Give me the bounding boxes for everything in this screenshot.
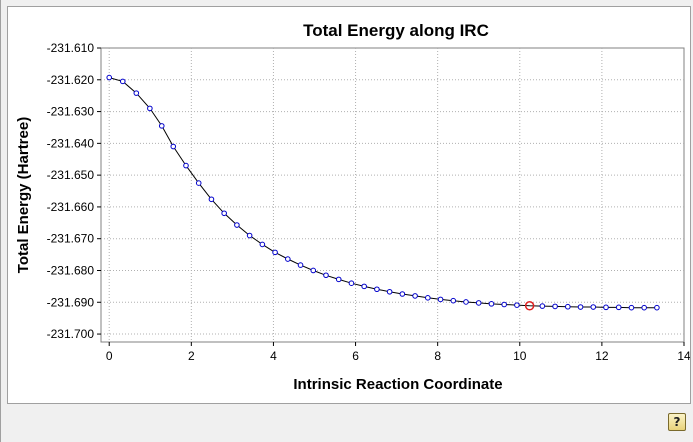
data-point[interactable] xyxy=(577,304,584,310)
data-point[interactable] xyxy=(147,105,153,112)
data-point[interactable] xyxy=(106,74,113,81)
x-tick-label: 10 xyxy=(513,349,527,363)
chart-panel: Total Energy along IRC -231.610 -231.620-… xyxy=(7,6,691,404)
data-point[interactable] xyxy=(158,123,165,129)
data-point[interactable] xyxy=(297,262,304,268)
data-point[interactable] xyxy=(272,249,278,256)
data-point[interactable] xyxy=(208,196,215,203)
data-point[interactable] xyxy=(285,256,291,262)
chart-title: Total Energy along IRC xyxy=(303,21,489,40)
irc-energy-chart: Total Energy along IRC -231.610-231.620-… xyxy=(15,21,691,393)
x-axis-label: Intrinsic Reaction Coordinate xyxy=(293,376,502,393)
y-tick-label: -231.610 xyxy=(47,41,95,55)
grid xyxy=(101,48,684,342)
x-tick-label: 0 xyxy=(106,349,113,363)
x-tick-label: 12 xyxy=(595,349,609,363)
x-tick-label: 8 xyxy=(434,349,441,363)
data-point[interactable] xyxy=(246,232,253,239)
data-point[interactable] xyxy=(310,267,317,274)
data-point[interactable] xyxy=(565,303,571,310)
y-tick-label: -231.690 xyxy=(47,295,95,309)
data-point[interactable] xyxy=(450,297,457,304)
data-point[interactable] xyxy=(119,78,126,85)
data-point[interactable] xyxy=(514,302,520,308)
data-markers xyxy=(106,74,660,311)
y-tick-label: -231.650 xyxy=(47,168,95,182)
y-tick-label: -231.630 xyxy=(47,105,95,119)
data-point[interactable] xyxy=(628,304,635,311)
y-tick-label: -231.680 xyxy=(47,263,95,277)
y-axis-ticks: -231.610 -231.620 -231.630 -231.640 -231.650… xyxy=(47,41,101,341)
data-point[interactable] xyxy=(552,303,558,310)
data-point[interactable] xyxy=(361,283,367,290)
data-point[interactable] xyxy=(374,286,380,293)
data-point[interactable] xyxy=(259,241,266,248)
data-point[interactable] xyxy=(335,276,342,283)
y-tick-label: -231.640 xyxy=(47,136,95,150)
help-button[interactable]: ? xyxy=(668,413,686,431)
y-tick-label: -231.620 xyxy=(47,73,95,87)
plot-area xyxy=(100,47,685,343)
x-tick-label: 6 xyxy=(352,349,359,363)
status-bar xyxy=(7,405,691,442)
data-point[interactable] xyxy=(348,280,355,287)
data-point[interactable] xyxy=(133,90,140,96)
data-point[interactable] xyxy=(615,304,622,311)
data-point[interactable] xyxy=(183,162,189,169)
data-point[interactable] xyxy=(463,299,469,305)
data-point[interactable] xyxy=(412,293,418,299)
y-tick-label: -231.670 xyxy=(47,232,95,246)
data-point[interactable] xyxy=(195,180,202,186)
data-point[interactable] xyxy=(603,304,609,311)
x-axis-ticks: 0 2 4 6 8 10 12 14 xyxy=(106,342,691,363)
data-point[interactable] xyxy=(170,143,177,150)
data-point[interactable] xyxy=(654,304,660,311)
y-axis-label: Total Energy (Hartree) xyxy=(15,117,32,273)
data-point[interactable] xyxy=(539,303,546,309)
data-point[interactable] xyxy=(488,301,495,307)
data-point[interactable] xyxy=(641,304,647,311)
data-point[interactable] xyxy=(425,295,431,301)
highlighted-data-point[interactable] xyxy=(524,301,535,311)
y-tick-label: -231.660 xyxy=(47,200,95,214)
data-point[interactable] xyxy=(475,300,482,306)
x-tick-label: 14 xyxy=(677,349,690,363)
data-point[interactable] xyxy=(437,296,444,303)
data-point[interactable] xyxy=(234,222,240,228)
data-point[interactable] xyxy=(501,301,507,308)
data-point[interactable] xyxy=(386,288,393,295)
data-point[interactable] xyxy=(399,291,406,297)
data-point[interactable] xyxy=(323,272,329,279)
data-point[interactable] xyxy=(590,304,597,310)
question-mark-icon: ? xyxy=(673,415,681,429)
x-tick-label: 2 xyxy=(188,349,195,363)
y-tick-label: -231.700 xyxy=(47,327,95,341)
data-point[interactable] xyxy=(221,210,227,217)
x-tick-label: 4 xyxy=(270,349,277,363)
